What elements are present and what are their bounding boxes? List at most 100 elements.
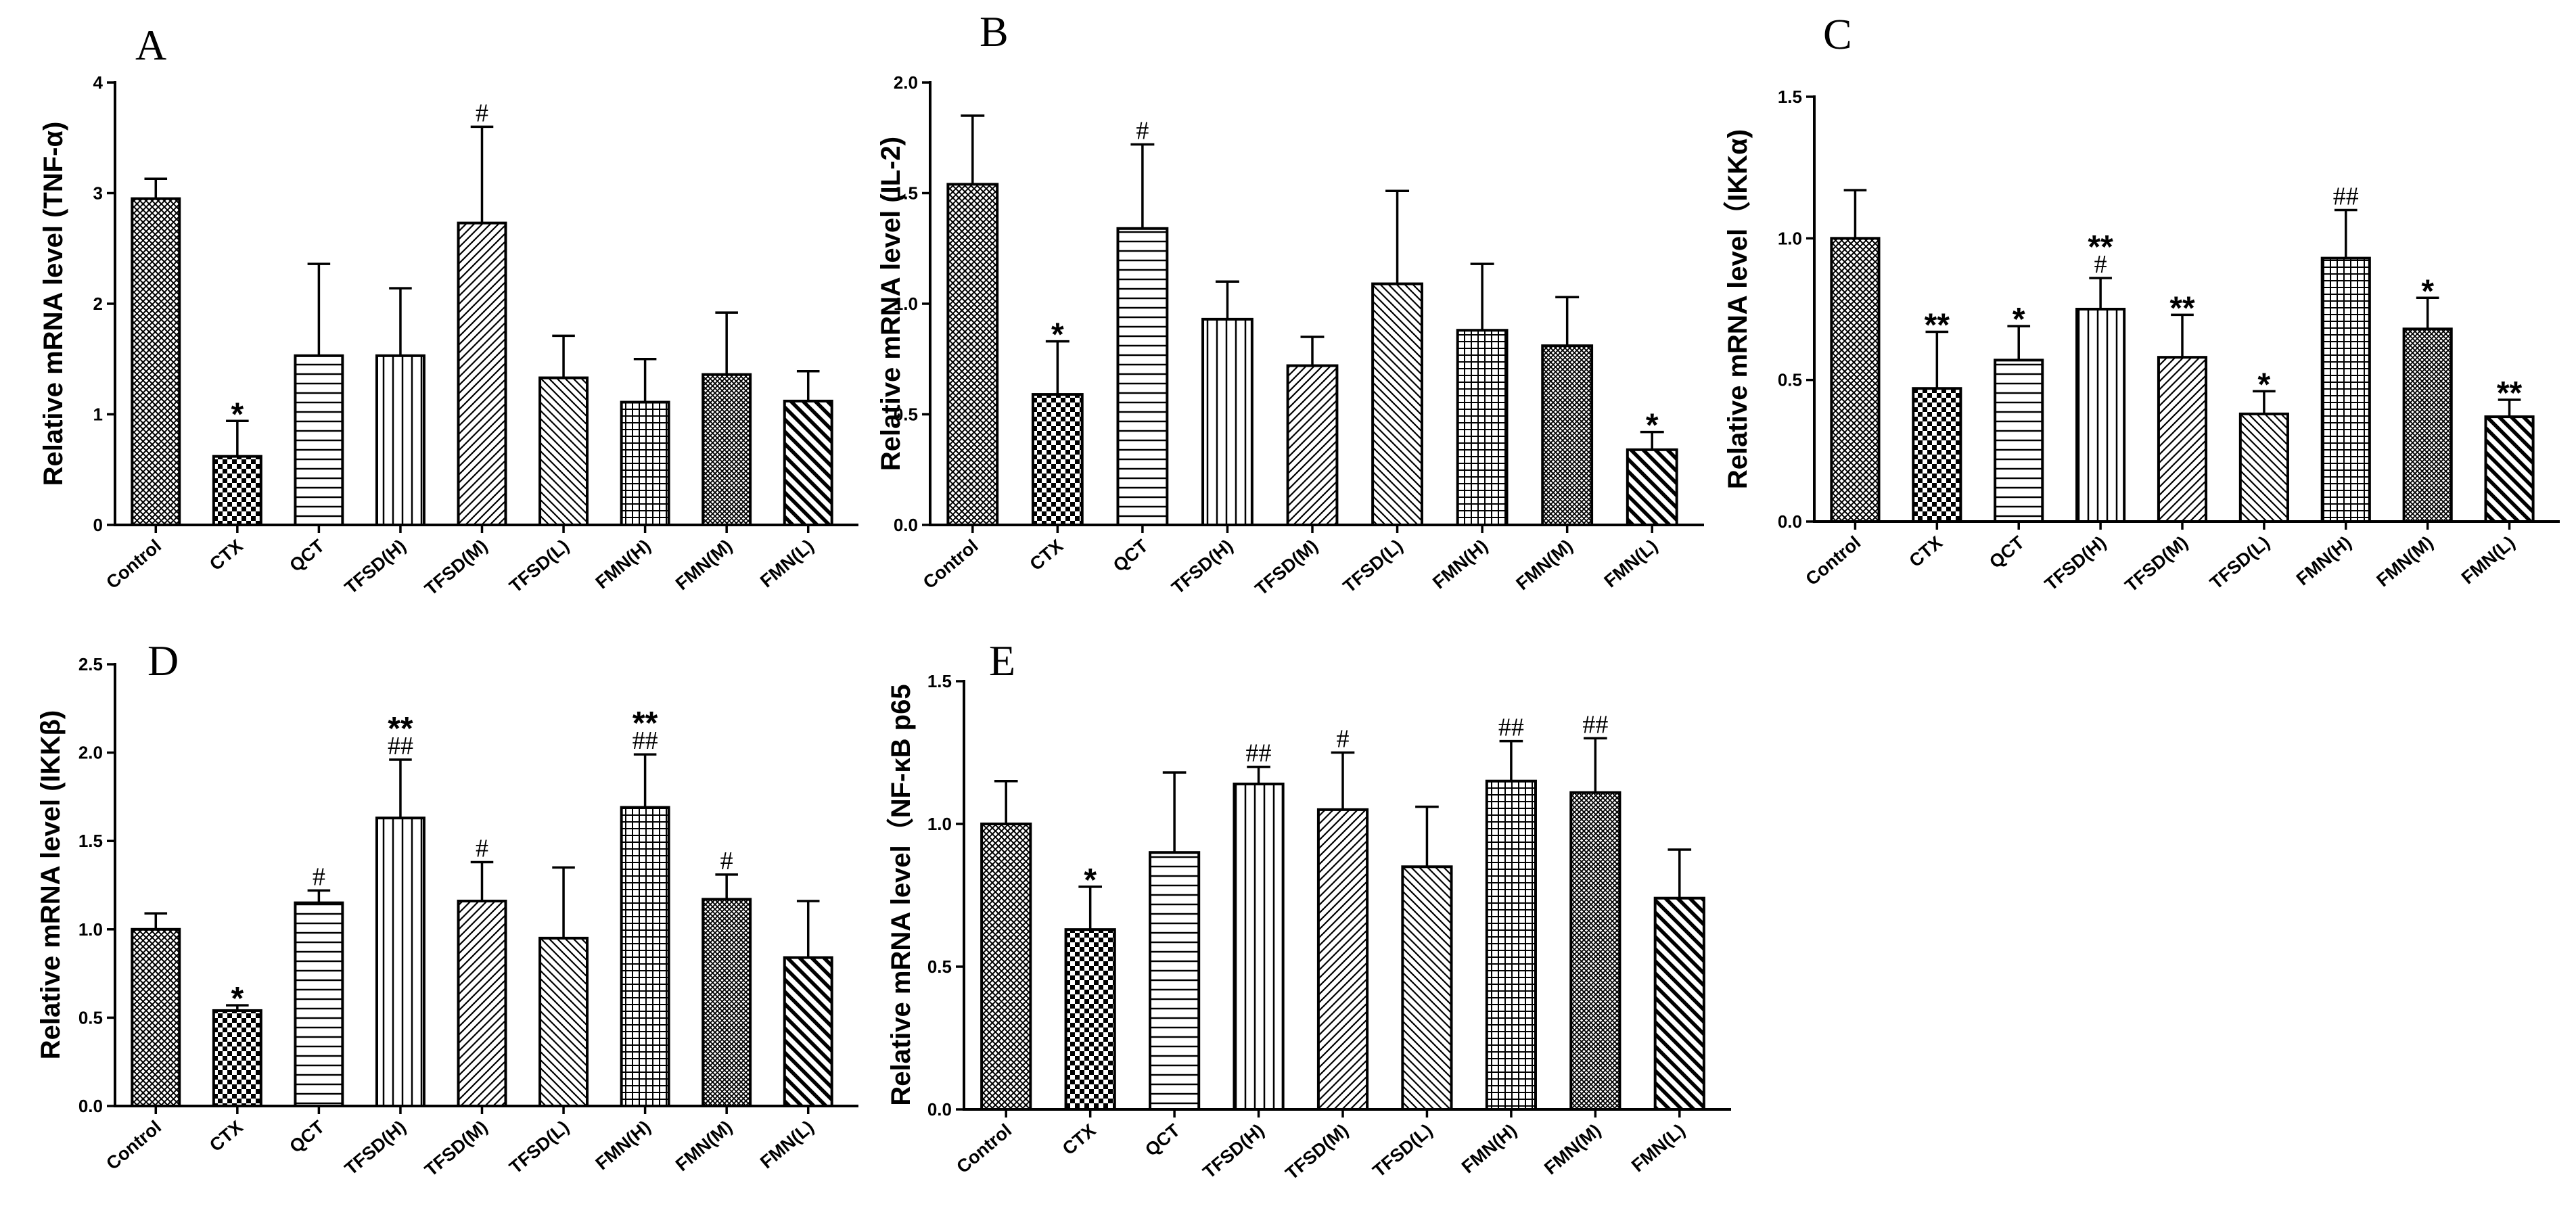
y-tick-label-e: 0.0	[927, 1099, 952, 1120]
sig-hash-d-2: #	[313, 862, 325, 891]
bar-a-1	[212, 455, 262, 527]
bar-c-2	[1994, 359, 2044, 523]
y-tick-label-a: 2	[93, 294, 103, 314]
sig-hash-d-3: ##	[388, 732, 413, 760]
category-label-b: TFSD(M)	[1251, 536, 1322, 599]
bar-a-5	[538, 376, 589, 526]
bar-d-1	[212, 1009, 262, 1108]
panel-letter-b: B	[980, 7, 1009, 55]
bar-d-3	[375, 816, 426, 1108]
category-label-a: TFSD(L)	[505, 536, 573, 597]
y-axis-title-b: Relative mRNA level (IL-2)	[876, 137, 906, 471]
sig-star-d-6: **	[632, 706, 658, 741]
bar-b-3	[1201, 317, 1254, 526]
chart-panel-a: A Relative mRNA level (TNF-α) 0 1 2 3 4 Control…	[39, 21, 858, 599]
category-label-d: CTX	[206, 1117, 247, 1156]
y-tick-label-c: 0.0	[1778, 511, 1802, 532]
sig-star-c-4: **	[2169, 290, 2195, 326]
chart-panel-e: E Relative mRNA level（NF-κB p65 0.0 0.5 1.0 1…	[886, 637, 1731, 1184]
y-tick-label-d: 0.5	[78, 1007, 103, 1028]
bar-a-6	[620, 400, 670, 527]
y-tick-label-a: 0	[93, 515, 103, 535]
category-label-b: FMN(H)	[1429, 536, 1492, 593]
y-tick-label-d: 0.0	[78, 1096, 103, 1116]
chart-panel-b: B Relative mRNA level (IL-2) 0.0 0.5 1.0 1.5 2…	[876, 7, 1704, 599]
category-label-e: TFSD(M)	[1282, 1120, 1352, 1184]
category-label-e: FMN(M)	[1540, 1120, 1605, 1179]
category-label-c: FMN(H)	[2293, 532, 2355, 590]
bar-d-2	[294, 901, 344, 1107]
y-tick-label-c: 0.5	[1778, 370, 1802, 390]
bar-a-7	[702, 373, 752, 527]
category-label-e: FMN(L)	[1628, 1120, 1689, 1176]
y-tick-label-d: 2.5	[78, 654, 103, 674]
bar-d-7	[702, 898, 752, 1107]
sig-star-c-8: **	[2497, 375, 2523, 411]
y-tick-label-c: 1.5	[1778, 87, 1802, 107]
category-label-c: TFSD(M)	[2121, 532, 2192, 596]
bar-c-8	[2484, 415, 2535, 523]
bar-c-7	[2402, 327, 2453, 523]
y-tick-label-b: 1.0	[894, 294, 918, 314]
bar-e-1	[1064, 928, 1116, 1111]
bar-e-7	[1569, 791, 1622, 1111]
y-tick-label-e: 0.5	[927, 957, 952, 977]
category-label-a: CTX	[206, 536, 247, 575]
y-tick-label-b: 0.5	[894, 405, 918, 425]
category-label-a: FMN(L)	[756, 536, 818, 592]
y-tick-label-e: 1.5	[927, 671, 952, 691]
sig-star-c-3: **	[2088, 229, 2113, 265]
y-tick-label-a: 1	[93, 405, 103, 425]
bar-c-5	[2238, 412, 2289, 524]
sig-star-c-1: **	[1925, 307, 1950, 343]
sig-hash-a-4: #	[476, 99, 488, 127]
bar-b-7	[1541, 344, 1594, 526]
category-label-c: QCT	[1985, 532, 2028, 572]
category-label-d: TFSD(M)	[421, 1117, 491, 1180]
bar-d-6	[620, 806, 670, 1108]
category-label-d: FMN(H)	[592, 1117, 655, 1174]
panel-letter-c: C	[1823, 10, 1852, 58]
y-tick-label-b: 2.0	[894, 72, 918, 93]
y-tick-label-b: 1.5	[894, 183, 918, 204]
sig-hash-b-2: #	[1136, 117, 1149, 145]
category-label-b: CTX	[1026, 536, 1067, 575]
category-label-c: FMN(M)	[2372, 532, 2437, 591]
sig-hash-e-3: ##	[1246, 739, 1272, 768]
category-label-a: QCT	[285, 535, 328, 576]
sig-star-c-7: *	[2421, 273, 2434, 309]
sig-hash-e-7: ##	[1582, 710, 1608, 739]
sig-star-d-3: **	[388, 711, 413, 747]
bar-a-0	[131, 197, 181, 526]
sig-hash-d-4: #	[476, 835, 488, 863]
category-label-a: TFSD(H)	[341, 536, 410, 598]
category-label-c: CTX	[1906, 532, 1947, 572]
y-tick-label-e: 1.0	[927, 814, 952, 834]
panel-letter-d: D	[147, 637, 179, 685]
bar-e-6	[1485, 779, 1537, 1111]
bar-b-6	[1456, 329, 1509, 526]
bar-a-4	[457, 221, 507, 526]
y-axis-title-e: Relative mRNA level（NF-κB p65	[886, 684, 916, 1105]
y-axis-title-d: Relative mRNA level (IKKβ)	[36, 710, 66, 1059]
category-label-e: QCT	[1141, 1120, 1184, 1160]
bar-e-8	[1653, 896, 1705, 1111]
category-label-c: Control	[1801, 532, 1864, 590]
bar-b-1	[1031, 393, 1084, 526]
bar-b-0	[946, 183, 999, 526]
category-label-e: CTX	[1059, 1120, 1100, 1159]
sig-hash-d-7: #	[720, 847, 733, 875]
y-axis-title-c: Relative mRNA level（IKKα)	[1723, 129, 1753, 489]
bar-c-4	[2157, 356, 2208, 523]
y-tick-label-d: 2.0	[78, 743, 103, 763]
sig-star-d-1: *	[231, 981, 244, 1017]
bar-e-0	[980, 823, 1032, 1111]
category-label-b: TFSD(H)	[1168, 536, 1237, 598]
y-tick-label-c: 1.0	[1778, 228, 1802, 248]
category-label-a: FMN(M)	[672, 536, 736, 595]
category-label-d: FMN(L)	[756, 1117, 818, 1173]
sig-star-b-1: *	[1051, 317, 1064, 353]
sig-hash-e-6: ##	[1498, 714, 1524, 742]
sig-hash-c-3: #	[2094, 250, 2107, 279]
